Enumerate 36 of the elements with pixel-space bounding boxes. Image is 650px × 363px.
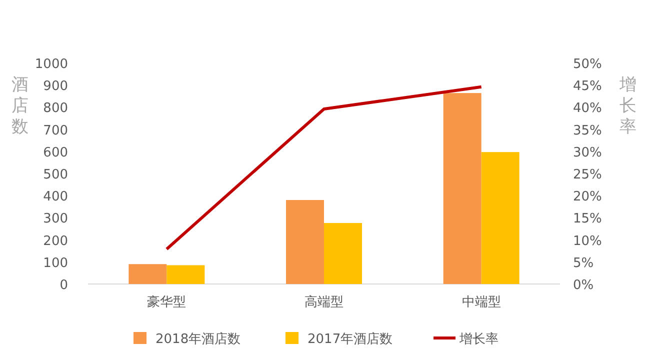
- y2-tick-label: 45%: [573, 79, 602, 94]
- y2-tick-label: 40%: [573, 101, 602, 116]
- y2-tick-label: 5%: [573, 256, 594, 271]
- y-tick-label: 700: [43, 123, 68, 138]
- y2-tick-label: 25%: [573, 168, 602, 182]
- y2-tick-label: 30%: [573, 145, 602, 160]
- y-axis-title: 酒店数: [12, 75, 28, 137]
- y-tick-label: 800: [43, 101, 68, 116]
- y-tick-label: 1000: [34, 57, 68, 72]
- y-tick-label: 100: [43, 256, 68, 271]
- bar: [128, 264, 167, 284]
- y2-tick-label: 0%: [573, 278, 594, 293]
- x-tick-label: 高端型: [304, 294, 344, 310]
- y-tick-label: 900: [43, 79, 68, 94]
- legend-label: 增长率: [458, 331, 498, 347]
- bar: [286, 200, 324, 284]
- legend-label: 2017年酒店数: [308, 331, 393, 347]
- x-tick-label: 豪华型: [147, 295, 186, 310]
- y-tick-label: 300: [43, 212, 68, 227]
- y2-tick-label: 15%: [573, 212, 602, 227]
- x-tick-label: 中端型: [462, 295, 501, 310]
- bar: [481, 152, 520, 284]
- y-tick-label: 500: [43, 168, 68, 182]
- y-tick-label: 400: [43, 190, 68, 205]
- y2-tick-label: 10%: [573, 234, 602, 249]
- y2-axis-title: 增长率: [618, 75, 636, 137]
- y-tick-label: 200: [43, 234, 68, 249]
- y-tick-label: 600: [43, 145, 68, 160]
- y2-tick-label: 35%: [573, 123, 602, 138]
- y2-tick-label: 20%: [573, 190, 602, 205]
- bar: [443, 93, 482, 284]
- legend-label: 2018年酒店数: [156, 331, 241, 347]
- bar: [166, 265, 205, 284]
- bar: [324, 223, 362, 284]
- y-tick-label: 0: [60, 278, 68, 293]
- y2-tick-label: 50%: [573, 57, 602, 72]
